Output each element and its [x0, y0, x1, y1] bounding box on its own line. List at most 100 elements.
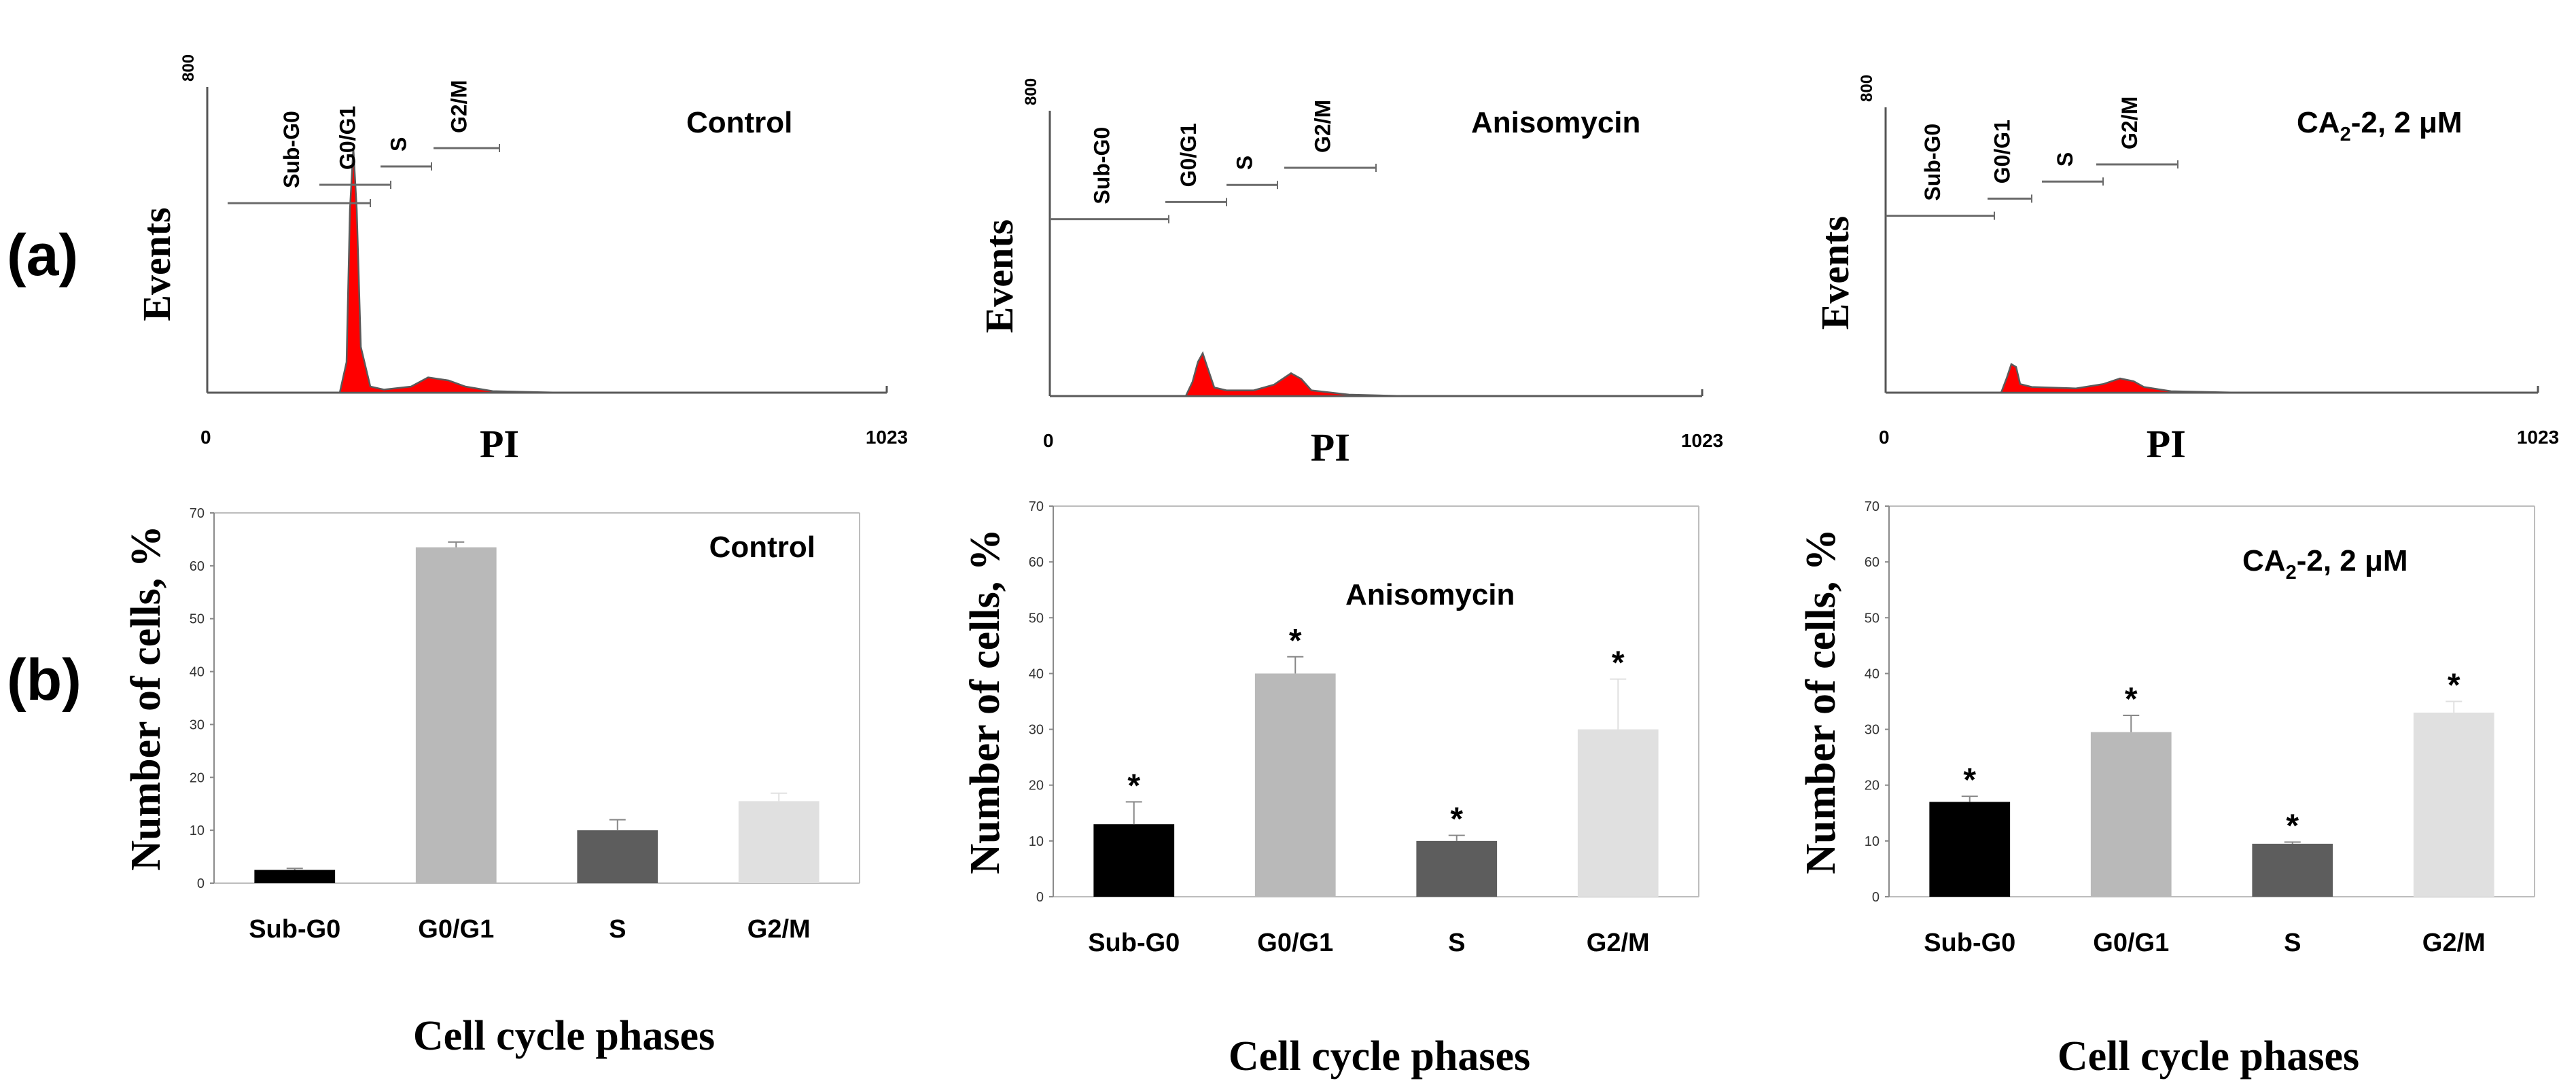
significance-marker: *: [1289, 623, 1302, 659]
histogram-title-tail: -2, 2 μM: [2351, 106, 2463, 139]
bar-chart-3: 0 10 20 30 40 50 60 70 * Sub-G0 * G0/G1 * S * G2/M Numbe…: [1798, 499, 2535, 1079]
category-label-g2-m: G2/M: [2422, 929, 2486, 957]
y-tick-label: 40: [1029, 666, 1044, 681]
category-label-s: S: [1448, 929, 1465, 957]
bar-chart-ylabel: Number of cells, %: [1798, 529, 1844, 874]
category-label-sub-g0: Sub-G0: [1088, 929, 1180, 957]
bar-chart-2: 0 10 20 30 40 50 60 70 * Sub-G0 * G0/G1 * S * G2/M Numbe…: [962, 499, 1699, 1079]
histogram-title-sub: 2: [2340, 124, 2351, 145]
y-tick-label: 0: [1872, 890, 1880, 905]
histogram-ylabel: Events: [1813, 216, 1857, 330]
significance-marker: *: [1612, 645, 1625, 681]
y-tick-label: 0: [1036, 890, 1044, 905]
panel-label-b: (b): [7, 647, 82, 713]
y-tick-label: 70: [1865, 499, 1880, 514]
bar-chart-ylabel: Number of cells, %: [962, 529, 1008, 874]
panel-label-a: (a): [7, 223, 78, 288]
y-tick-label: 0: [197, 876, 205, 891]
y-tick-label: 50: [190, 612, 205, 627]
y-tick-label: 30: [1029, 723, 1044, 738]
gate-label-s: S: [2053, 152, 2077, 166]
y-tick-label: 10: [1029, 834, 1044, 849]
y-tick-label: 10: [1865, 834, 1880, 849]
bar-chart-ylabel: Number of cells, %: [123, 525, 169, 871]
category-label-s: S: [609, 915, 626, 944]
significance-marker: *: [2286, 808, 2299, 844]
y-tick-label: 40: [190, 665, 205, 680]
histogram-title-main: CA: [2297, 106, 2340, 139]
significance-marker: *: [1127, 768, 1140, 804]
histogram-title-main: Anisomycin: [1471, 106, 1640, 139]
histogram-x-max: 1023: [1681, 430, 1723, 451]
bar-chart-xlabel: Cell cycle phases: [1229, 1033, 1530, 1079]
y-tick-label: 70: [190, 506, 205, 521]
gate-label-g2-m: G2/M: [2117, 96, 2142, 149]
y-tick-label: 20: [190, 770, 205, 785]
bar-sub-g0: [1093, 824, 1175, 897]
bar-chart-title-sub: 2: [2286, 562, 2297, 584]
bar-chart-xlabel: Cell cycle phases: [413, 1013, 715, 1059]
gate-label-g2-m: G2/M: [1311, 100, 1335, 153]
histogram-x-max: 1023: [866, 427, 908, 448]
bar-chart-title-main: Control: [709, 531, 815, 564]
gate-label-g0-g1: G0/G1: [1990, 120, 2015, 183]
histogram-title: Anisomycin: [1471, 106, 1640, 139]
histogram-panel-3: Sub-G0 G0/G1 S G2/M Events PI 800 0 1023 CA2-2, 2…: [1813, 75, 2559, 466]
bar-chart-xlabel: Cell cycle phases: [2058, 1033, 2359, 1079]
gate-label-s: S: [387, 137, 411, 151]
category-label-g2-m: G2/M: [1587, 929, 1650, 957]
gate-label-g0-g1: G0/G1: [336, 106, 360, 170]
y-tick-label: 20: [1865, 779, 1880, 793]
gate-label-sub-g0: Sub-G0: [1090, 127, 1114, 204]
y-tick-label: 30: [1865, 723, 1880, 738]
bar-g2-m: [738, 801, 819, 883]
bar-chart-title: Control: [709, 531, 815, 564]
y-tick-label: 60: [190, 559, 205, 574]
y-tick-label: 60: [1865, 555, 1880, 570]
bar-chart-title-main: CA: [2242, 544, 2286, 577]
bar-chart-1: 0 10 20 30 40 50 60 70 Sub-G0 G0/G1 S G2/M Number of…: [123, 506, 860, 1059]
histogram-ylabel: Events: [135, 207, 179, 321]
bar-g0-g1: [415, 547, 497, 883]
category-label-sub-g0: Sub-G0: [1924, 929, 2015, 957]
bar-sub-g0: [254, 870, 336, 883]
histogram-title: CA2-2, 2 μM: [2297, 106, 2463, 145]
gate-label-g2-m: G2/M: [447, 80, 472, 133]
histogram-dna-content-curve: [207, 147, 887, 394]
category-label-s: S: [2284, 929, 2301, 957]
bar-chart-title-main: Anisomycin: [1345, 578, 1515, 611]
category-label-g0-g1: G0/G1: [418, 915, 494, 944]
bar-chart-title-tail: -2, 2 μM: [2297, 544, 2408, 577]
histogram-dna-content-curve: [1886, 363, 2538, 394]
y-tick-label: 50: [1029, 611, 1044, 626]
histogram-y-max: 800: [1022, 78, 1040, 105]
histogram-dna-content-curve: [1050, 351, 1702, 397]
histogram-x-min: 0: [200, 427, 211, 448]
bar-s: [2252, 843, 2333, 897]
bar-chart-title: CA2-2, 2 μM: [2242, 544, 2408, 584]
bar-g2-m: [1577, 729, 1659, 897]
y-tick-label: 10: [190, 823, 205, 838]
significance-marker: *: [2448, 668, 2460, 704]
histogram-ylabel: Events: [977, 219, 1021, 334]
histogram-x-min: 0: [1043, 430, 1054, 451]
bar-s: [1416, 840, 1498, 897]
histogram-xlabel: PI: [2147, 422, 2186, 466]
bar-g0-g1: [2090, 732, 2172, 897]
histogram-xlabel: PI: [480, 422, 519, 466]
y-tick-label: 60: [1029, 555, 1044, 570]
category-label-g0-g1: G0/G1: [2093, 929, 2169, 957]
histogram-x-min: 0: [1879, 427, 1890, 448]
histogram-x-max: 1023: [2517, 427, 2559, 448]
histogram-panel-2: Sub-G0 G0/G1 S G2/M Events PI 800 0 1023 Anisomyc…: [977, 78, 1723, 469]
y-tick-label: 30: [190, 717, 205, 732]
gate-label-sub-g0: Sub-G0: [1920, 124, 1945, 201]
significance-marker: *: [1450, 802, 1463, 838]
y-tick-label: 40: [1865, 666, 1880, 681]
histogram-y-max: 800: [179, 54, 198, 82]
histogram-panel-1: Sub-G0 G0/G1 S G2/M Events PI 800 0 1023 Control: [135, 54, 908, 466]
bar-chart-title: Anisomycin: [1345, 578, 1515, 611]
